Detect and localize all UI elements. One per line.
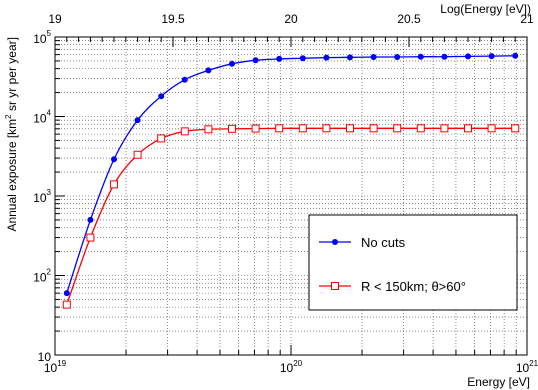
data-point-0 — [465, 53, 471, 60]
legend-entries: No cuts R < 150km; θ>60° — [319, 235, 466, 294]
legend: No cuts R < 150km; θ>60° — [308, 214, 518, 311]
data-point-1 — [157, 134, 166, 143]
data-point-0 — [252, 57, 259, 64]
top-tick-label: 19.5 — [161, 12, 185, 26]
data-point-1 — [110, 180, 118, 189]
data-point-0 — [276, 55, 283, 62]
x-tick-label: 1021 — [516, 359, 538, 375]
data-point-1 — [393, 124, 402, 133]
data-point-0 — [87, 216, 94, 223]
data-point-1 — [487, 124, 496, 133]
top-tick-label: 19 — [48, 12, 62, 26]
y-tick-label-exp: 3 — [47, 188, 52, 197]
legend-marker-1 — [331, 282, 339, 290]
y-tick-label-exp: 2 — [47, 268, 52, 277]
data-point-0 — [181, 76, 188, 83]
top-tick-label: 20.5 — [397, 12, 421, 26]
x-tick-label: 1019 — [44, 359, 67, 375]
data-point-1 — [346, 124, 354, 133]
y-tick-label-mantissa: 10 — [33, 32, 47, 46]
top-tick-label: 20 — [284, 12, 298, 26]
data-point-1 — [275, 124, 284, 133]
y-tick-label-mantissa: 10 — [33, 191, 47, 205]
data-point-0 — [394, 54, 401, 61]
data-point-1 — [86, 233, 95, 242]
y-axis-title-sup: 2 — [4, 114, 13, 119]
y-axis-title-rest: sr yr per year] — [5, 37, 19, 114]
data-point-1 — [322, 124, 331, 133]
x-tick-label-exp: 19 — [57, 359, 66, 368]
y-tick-label: 102 — [33, 268, 51, 285]
data-point-1 — [180, 127, 189, 136]
y-tick-label-mantissa: 10 — [33, 112, 47, 126]
y-tick-label: 10 — [38, 350, 52, 364]
data-point-0 — [205, 67, 212, 74]
top-axis-title: Log(Energy [eV]) — [440, 2, 531, 16]
data-point-1 — [133, 150, 142, 159]
x-tick-label-exp: 21 — [529, 359, 538, 368]
legend-label-1: R < 150km; θ>60° — [361, 279, 466, 294]
series-layer — [62, 52, 520, 309]
data-point-1 — [369, 124, 378, 133]
data-point-1 — [464, 124, 472, 133]
x-tick-label: 1020 — [280, 359, 303, 375]
data-point-0 — [134, 117, 141, 124]
data-point-0 — [512, 52, 519, 59]
y-axis-title: Annual exposure [km2 sr yr per year] — [4, 37, 19, 232]
data-point-0 — [323, 54, 330, 61]
data-point-0 — [441, 53, 448, 60]
y-tick-label: 103 — [33, 188, 51, 205]
x-tick-label-exp: 20 — [293, 359, 302, 368]
data-point-1 — [251, 124, 260, 133]
top-tick-label: 21 — [520, 12, 534, 26]
x-tick-label-mantissa: 10 — [44, 361, 58, 375]
legend-marker-0 — [332, 239, 338, 245]
data-point-1 — [416, 124, 425, 133]
y-tick-label: 105 — [33, 29, 51, 46]
x-tick-label-mantissa: 10 — [516, 361, 530, 375]
data-point-1 — [228, 124, 236, 133]
axis-ticks — [54, 36, 528, 356]
y-tick-label-mantissa: 10 — [33, 271, 47, 285]
y-axis-title-main: Annual exposure [km — [5, 119, 19, 232]
data-point-1 — [62, 300, 71, 309]
y-tick-label-mantissa: 10 — [38, 350, 52, 364]
data-point-1 — [298, 124, 307, 133]
data-point-0 — [111, 156, 117, 163]
x-axis-title: Energy [eV] — [467, 375, 530, 389]
legend-box — [308, 214, 518, 311]
x-tick-label-mantissa: 10 — [280, 361, 294, 375]
data-point-0 — [63, 290, 70, 297]
data-point-0 — [299, 55, 306, 62]
data-point-0 — [347, 54, 353, 61]
y-tick-label: 104 — [33, 109, 51, 126]
data-point-1 — [511, 124, 520, 133]
data-point-0 — [488, 53, 495, 60]
y-tick-label-exp: 4 — [47, 109, 52, 118]
data-point-1 — [204, 125, 213, 134]
data-point-0 — [229, 60, 235, 67]
data-point-0 — [158, 93, 165, 100]
legend-label-0: No cuts — [361, 235, 406, 250]
data-point-0 — [370, 54, 377, 61]
y-tick-label-exp: 5 — [47, 29, 52, 38]
data-point-0 — [417, 53, 424, 60]
data-point-1 — [440, 124, 449, 133]
